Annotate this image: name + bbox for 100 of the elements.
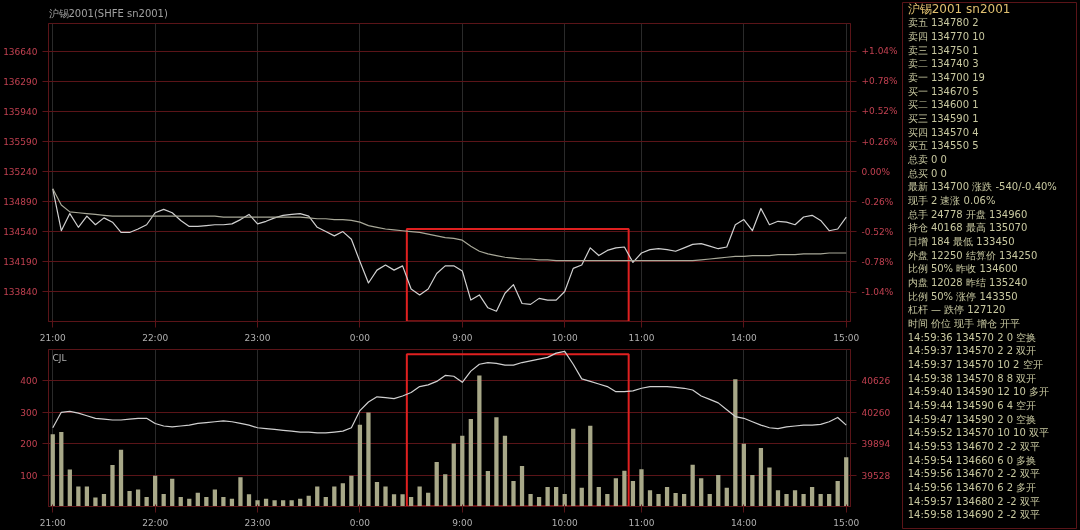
text: 14:59:53 134670 2 -2 双平 [907,441,1040,453]
x-tick-label: 0:00 [349,332,371,343]
y2-tick-label: -0.26% [861,196,894,207]
bar [673,493,678,507]
bar [340,483,345,507]
bar [511,481,516,507]
bar [434,461,439,507]
bar [724,487,729,507]
line-series [52,188,847,312]
text: 外盘 12250 结算价 134250 [907,249,1038,261]
bar [545,487,550,507]
bar [349,475,354,507]
bar [246,494,252,507]
x-tick-label: 15:00 [833,517,860,528]
line-series [52,188,847,262]
bar [528,493,533,507]
bar [374,482,380,507]
text: 总手 24778 开盘 134960 [906,208,1028,220]
bar [844,457,849,507]
bar [630,481,636,507]
text: 比例 50% 涨停 143350 [907,290,1018,302]
text: 卖二 134740 3 [907,58,979,70]
text: 持仓 40168 最高 135070 [907,222,1028,234]
bar [221,497,226,507]
text: 卖五 134780 2 [907,17,979,29]
bar [468,418,473,507]
y-axis-title: CJL [52,352,67,363]
bar [690,464,695,507]
y2-tick-label: 40626 [861,376,891,387]
text: 14:59:37 134570 10 2 空开 [907,359,1043,371]
bar [809,487,815,507]
bar [76,486,81,507]
bar [315,486,320,507]
y-tick-label: 133840 [3,287,38,298]
y2-tick-label: 0.00% [861,166,891,177]
bar [255,500,260,507]
bar [400,494,405,507]
bar [383,486,388,507]
bar [519,465,525,507]
bar [699,478,704,507]
text: 卖一 134700 19 [907,72,985,84]
text: 14:59:56 134670 2 -2 双平 [907,468,1040,480]
y-tick-label: 400 [20,376,38,387]
bar [639,469,644,507]
text: 买四 134570 4 [907,126,979,138]
bar [323,497,328,507]
text: 卖四 134770 10 [907,31,985,43]
bar [272,500,277,507]
bar [613,478,619,507]
text: 14:59:40 134590 12 10 多开 [907,386,1049,398]
x-tick-label: 14:00 [730,332,758,343]
bar [733,379,738,507]
y2-tick-label: -0.78% [861,256,894,267]
y2-tick-label: 39528 [861,470,891,481]
text: 14:59:47 134590 2 0 空换 [907,413,1037,425]
bar [767,467,772,507]
bar [391,494,397,507]
x-tick-label: 11:00 [628,517,655,528]
x-tick-label: 10:00 [551,517,578,528]
text: 最新 134700 涨跌 -540/-0.40% [907,181,1057,193]
bar [647,490,653,507]
y2-tick-label: -0.52% [861,226,894,237]
x-tick-label: 23:00 [244,517,271,528]
text: 14:59:57 134680 2 -2 双平 [907,495,1040,507]
text: 总卖 0 0 [906,154,947,166]
y-tick-label: 135590 [3,137,38,148]
text: 买五 134550 5 [907,140,979,152]
y2-tick-label: +0.52% [861,106,899,117]
text: 14:59:58 134690 2 -2 双平 [907,509,1040,521]
bar [596,487,601,507]
text: 总买 0 0 [906,167,947,179]
x-tick-label: 21:00 [39,332,67,343]
bar [118,449,124,507]
bar [84,486,90,507]
text: 内盘 12028 昨结 135240 [907,277,1028,289]
bar [536,497,542,507]
x-tick-label: 15:00 [833,332,860,343]
bar [656,493,661,507]
bar [502,435,508,507]
y-tick-label: 136290 [3,77,38,88]
text: 沪锡2001 sn2001 [907,2,1011,17]
text: 14:59:36 134570 2 0 空换 [907,331,1037,343]
bar [153,475,158,507]
bar [144,497,149,507]
text: 杠杆 — 跌停 127120 [906,304,1006,316]
y-tick-label: 134540 [3,227,38,238]
y2-tick-label: +0.26% [861,136,899,147]
bar [750,475,755,507]
y2-tick-label: +0.78% [861,76,899,87]
text: 买三 134590 1 [907,113,979,125]
bar [835,481,840,507]
text: 买二 134600 1 [907,99,979,111]
bar [127,491,132,507]
text: 日增 184 最低 133450 [907,236,1015,248]
line-series [52,350,847,434]
y-tick-label: 134890 [3,197,38,208]
bar [485,471,491,507]
bar [579,487,584,507]
x-tick-label: 9:00 [452,332,473,343]
bar [67,469,72,507]
